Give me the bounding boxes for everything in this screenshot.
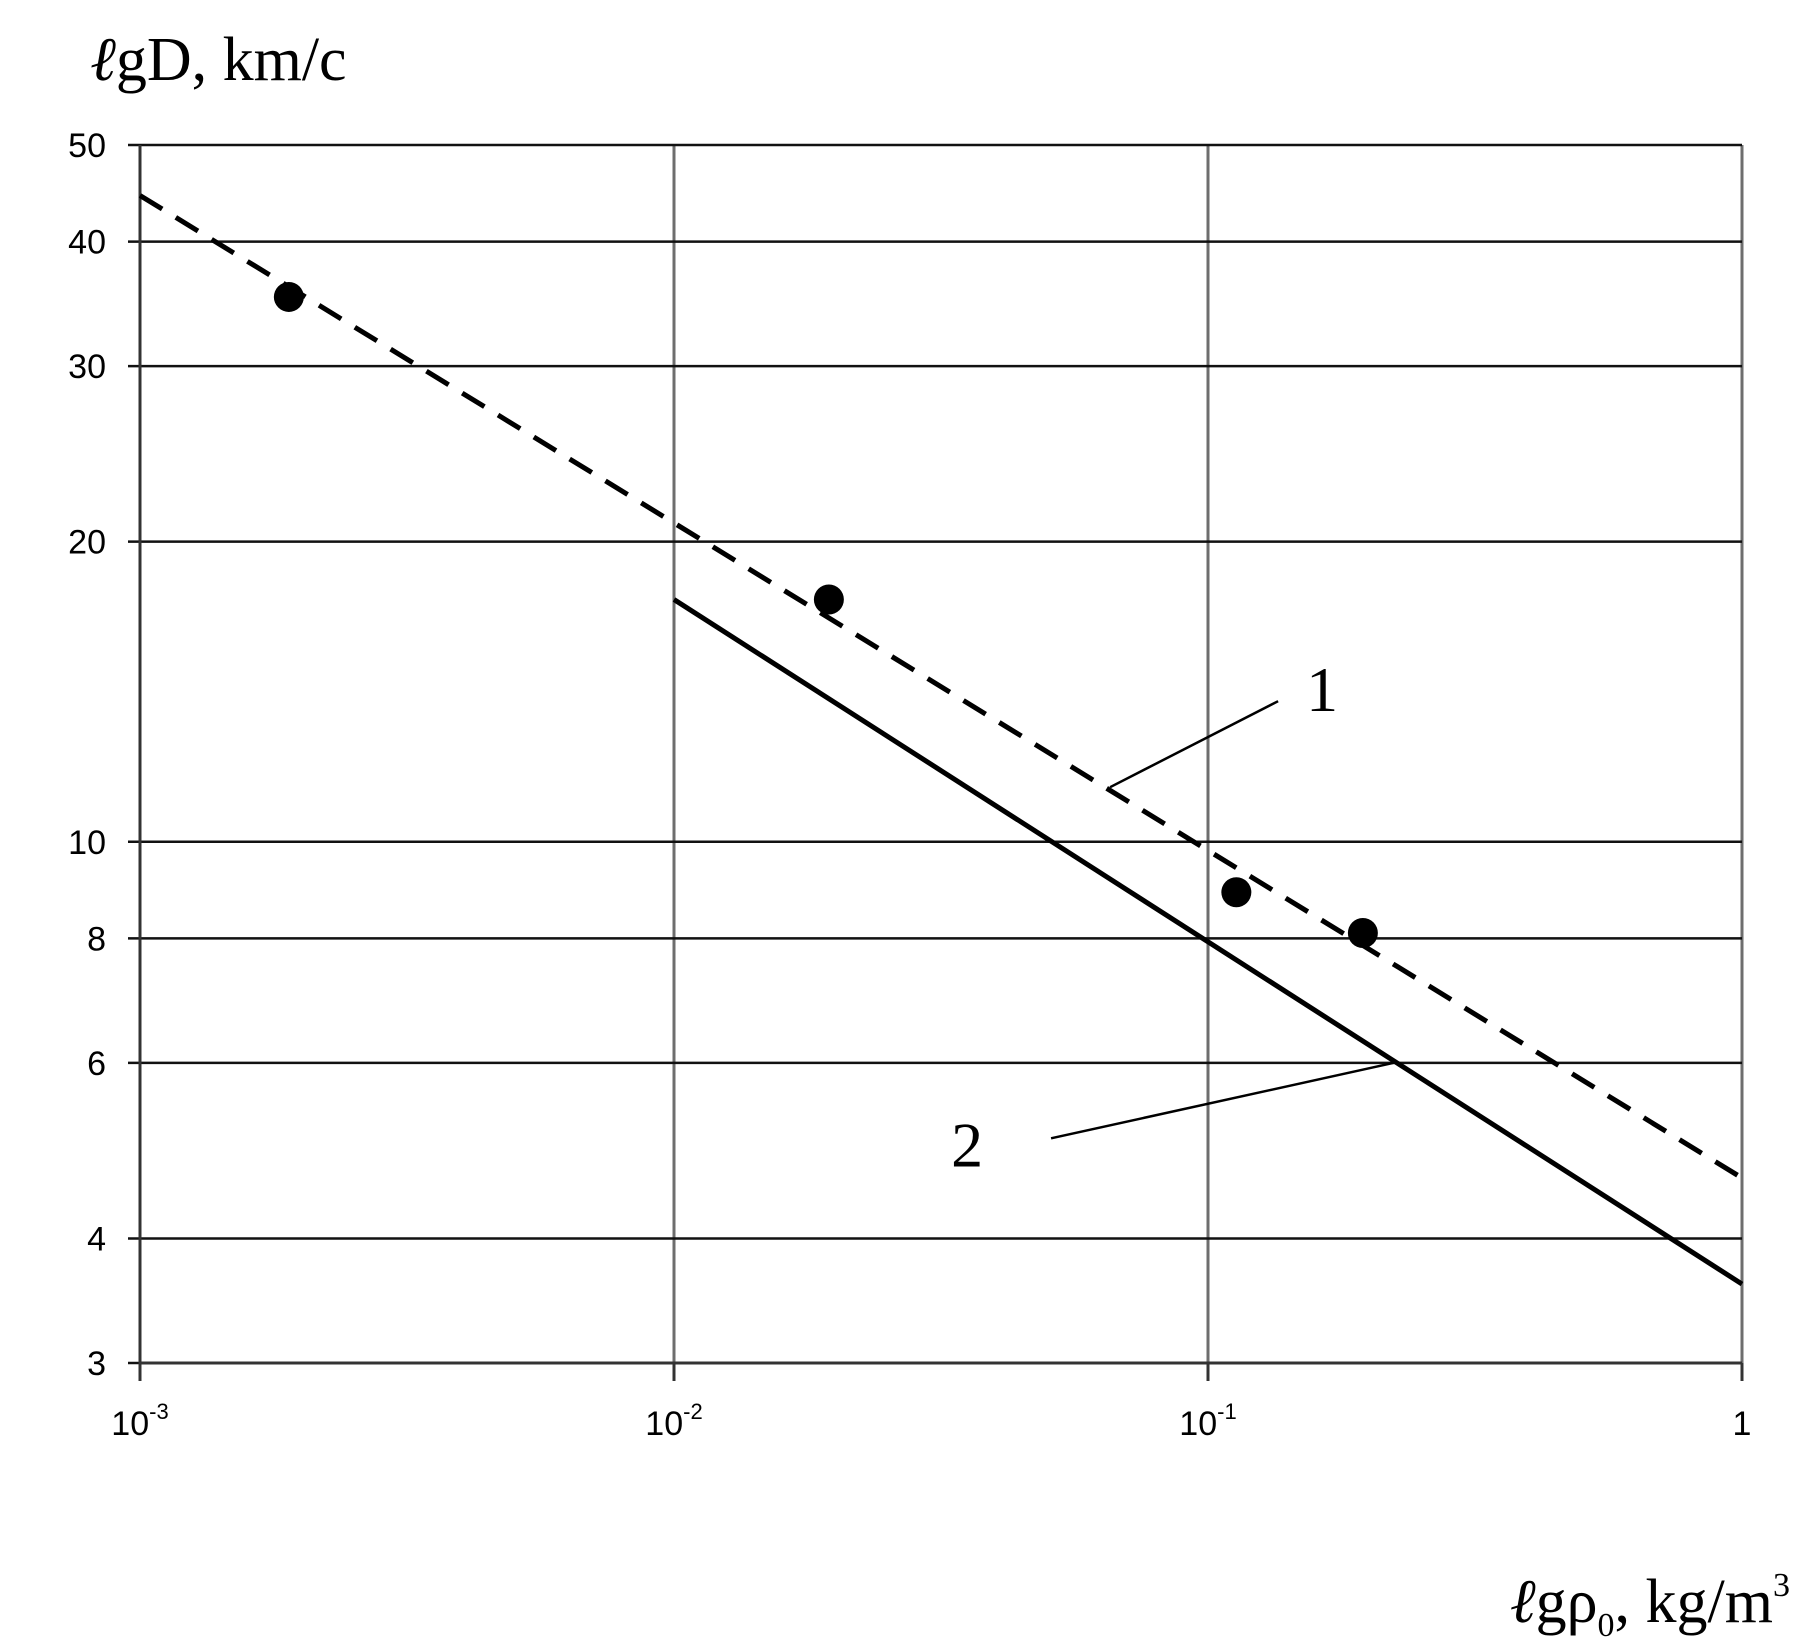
data-point xyxy=(273,281,304,312)
x-axis-title-prefix: ℓ xyxy=(1510,1568,1536,1636)
x-tick-label: 10-1 xyxy=(1179,1399,1236,1443)
axes xyxy=(138,145,1744,1381)
data-point xyxy=(1221,877,1252,908)
x-axis-title-after: , kg/m xyxy=(1615,1568,1773,1636)
y-axis-title: ℓgD, km/c xyxy=(90,26,347,94)
y-tick-label: 8 xyxy=(87,920,106,958)
x-axis-title-sub: 0 xyxy=(1598,1607,1615,1644)
curve-label-2: 2 xyxy=(951,1109,983,1180)
series-line-2 xyxy=(672,597,1744,1287)
x-axis-title-sup: 3 xyxy=(1773,1567,1790,1604)
y-tick-label: 3 xyxy=(87,1345,106,1383)
curve-label-1: 1 xyxy=(1306,654,1338,725)
series-line-1 xyxy=(138,193,1744,1181)
y-tick-label: 4 xyxy=(87,1220,106,1258)
data-point xyxy=(1347,917,1378,948)
y-tick-labels: 3 4 6 8 10 20 30 40 50 xyxy=(68,127,106,1383)
x-tick-label: 1 xyxy=(1733,1405,1752,1443)
y-tick-label: 50 xyxy=(68,127,106,165)
y-tick-label: 6 xyxy=(87,1045,106,1083)
y-axis-title-prefix: ℓ xyxy=(90,26,116,94)
curve-annotations: 12 xyxy=(951,654,1397,1180)
data-points xyxy=(273,281,1378,948)
y-tick-label: 40 xyxy=(68,224,106,262)
x-axis-title: ℓgρ0, kg/m3 xyxy=(1510,1567,1790,1644)
y-tick-label: 10 xyxy=(68,824,106,862)
grid-lines xyxy=(128,143,1744,1365)
x-tick-label: 10-2 xyxy=(645,1399,702,1443)
y-axis-title-main: gD, km/c xyxy=(116,26,347,94)
y-tick-label: 20 xyxy=(68,524,106,562)
x-tick-labels: 10-3 10-2 10-1 1 xyxy=(111,1399,1751,1443)
data-point xyxy=(813,584,844,615)
x-tick-label: 10-3 xyxy=(111,1399,168,1443)
y-tick-label: 30 xyxy=(68,348,106,386)
x-axis-title-main: gρ xyxy=(1536,1568,1598,1636)
series-layer xyxy=(138,193,1744,1287)
leader-line-2 xyxy=(1050,1061,1397,1140)
leader-line-1 xyxy=(1109,700,1279,789)
